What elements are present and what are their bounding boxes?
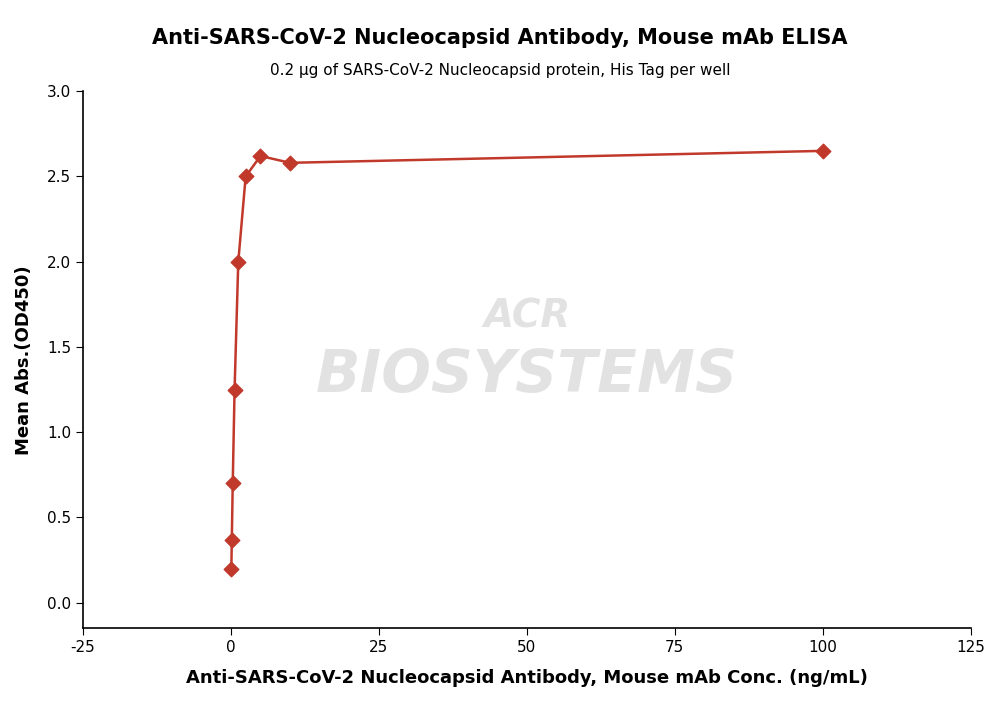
Y-axis label: Mean Abs.(OD450): Mean Abs.(OD450) — [15, 265, 33, 455]
Point — [238, 171, 254, 182]
X-axis label: Anti-SARS-CoV-2 Nucleocapsid Antibody, Mouse mAb Conc. (ng/mL): Anti-SARS-CoV-2 Nucleocapsid Antibody, M… — [186, 669, 868, 687]
Point — [230, 256, 246, 267]
Point — [223, 563, 239, 574]
Text: ACR: ACR — [483, 298, 570, 336]
Point — [282, 157, 298, 168]
Point — [252, 150, 268, 161]
Point — [815, 145, 831, 157]
Text: 0.2 μg of SARS-CoV-2 Nucleocapsid protein, His Tag per well: 0.2 μg of SARS-CoV-2 Nucleocapsid protei… — [270, 63, 730, 78]
Point — [227, 384, 243, 395]
Point — [225, 478, 241, 489]
Point — [224, 534, 240, 545]
Text: Anti-SARS-CoV-2 Nucleocapsid Antibody, Mouse mAb ELISA: Anti-SARS-CoV-2 Nucleocapsid Antibody, M… — [152, 28, 848, 48]
Text: BIOSYSTEMS: BIOSYSTEMS — [316, 347, 738, 404]
